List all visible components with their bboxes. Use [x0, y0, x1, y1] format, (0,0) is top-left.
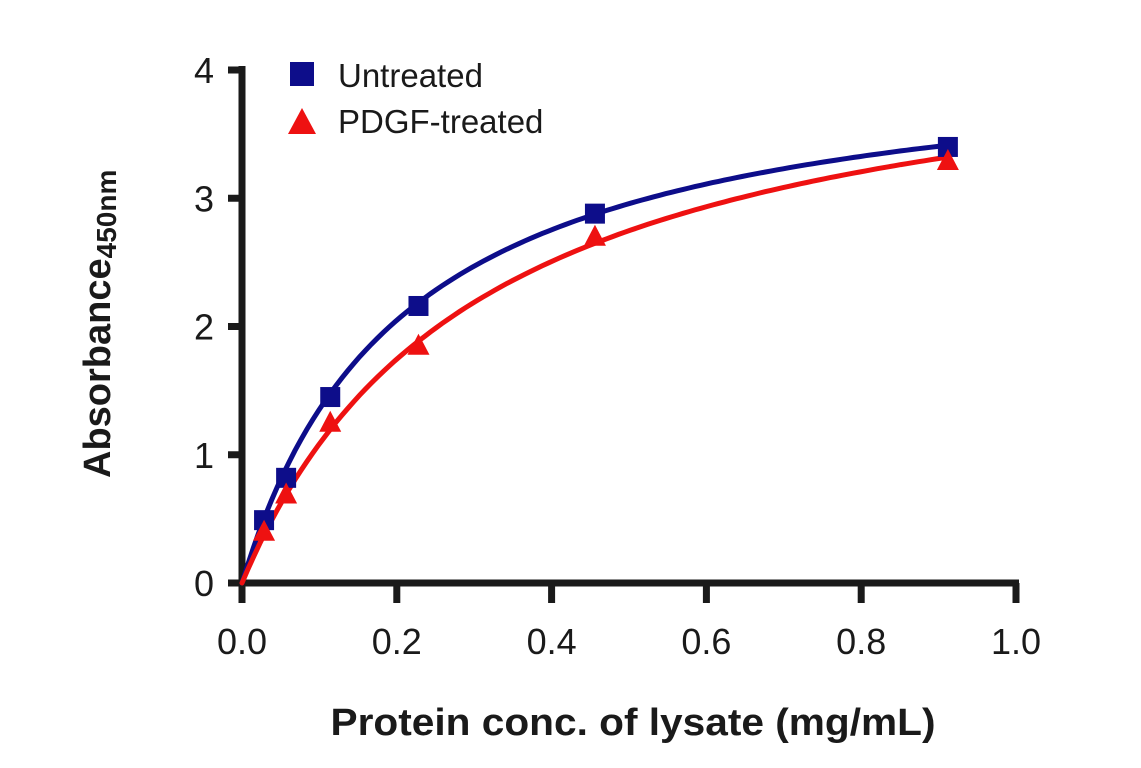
legend-item-pdgf-treated: PDGF-treated — [288, 103, 543, 140]
legend-label: PDGF-treated — [338, 103, 543, 140]
x-tick-label: 0.6 — [681, 621, 731, 662]
x-tick-label: 0.0 — [217, 621, 267, 662]
y-tick-label: 0 — [194, 563, 214, 604]
legend: Untreated PDGF-treated — [288, 57, 543, 140]
legend-item-untreated: Untreated — [290, 57, 483, 94]
y-axis-title-subscript: 450nm — [91, 170, 122, 259]
data-point-pdgf-treated — [253, 519, 276, 541]
data-point-pdgf-treated — [583, 224, 606, 246]
y-tick-label: 1 — [194, 435, 214, 476]
data-point-pdgf-treated — [275, 482, 298, 504]
axes: 0 1 2 3 4 0.0 0.2 0.4 0.6 0.8 1.0 — [194, 50, 1041, 662]
y-tick-label: 2 — [194, 307, 214, 348]
data-point-untreated — [408, 295, 429, 316]
y-tick-label: 4 — [194, 50, 214, 91]
data-point-pdgf-treated — [319, 410, 342, 432]
data-point-untreated — [320, 387, 341, 408]
y-axis-title: Absorbance450nm — [77, 170, 122, 478]
x-tick-label: 0.4 — [527, 621, 577, 662]
data-point-untreated — [276, 467, 297, 488]
x-tick-label: 0.8 — [836, 621, 886, 662]
data-point-pdgf-treated — [936, 149, 959, 171]
data-point-untreated — [937, 136, 958, 157]
legend-triangle-marker-icon — [288, 108, 316, 134]
x-tick-label: 0.2 — [372, 621, 422, 662]
data-point-untreated — [584, 203, 605, 224]
y-axis-title-main: Absorbance — [77, 258, 119, 478]
legend-square-marker-icon — [290, 62, 314, 86]
x-axis-title: Protein conc. of lysate (mg/mL) — [331, 702, 936, 744]
data-point-pdgf-treated — [407, 333, 430, 355]
legend-label: Untreated — [338, 57, 483, 94]
y-tick-label: 3 — [194, 178, 214, 219]
x-tick-label: 1.0 — [991, 621, 1041, 662]
data-markers — [253, 136, 959, 541]
